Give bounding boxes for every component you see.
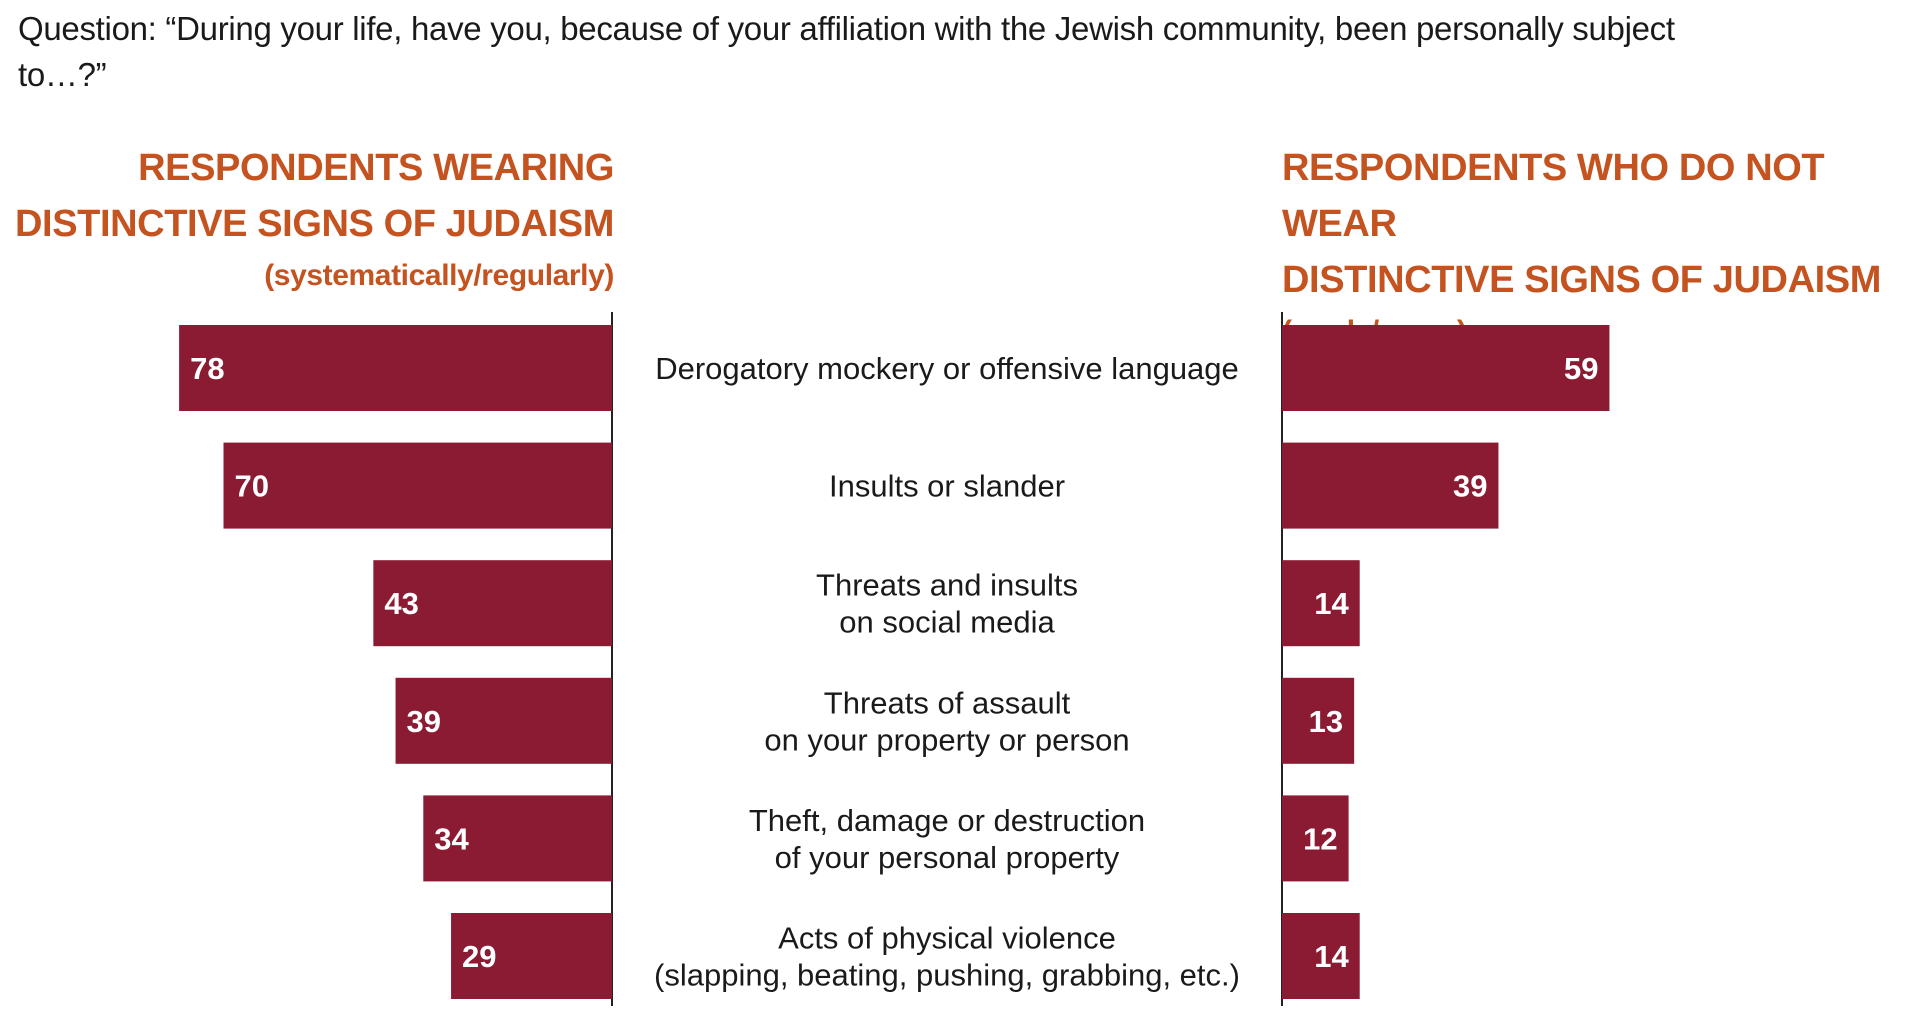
category-label-3-line1: Threats and insults xyxy=(816,568,1078,603)
left-bar-6 xyxy=(451,913,612,999)
right-bar-1 xyxy=(1282,325,1610,411)
right-bar-6 xyxy=(1282,913,1360,999)
right-bar-value-4: 13 xyxy=(1309,704,1343,739)
right-bar-5 xyxy=(1282,795,1349,882)
right-bar-value-3: 14 xyxy=(1314,586,1349,621)
right-bar-value-2: 39 xyxy=(1453,469,1487,504)
question-text: Question: “During your life, have you, b… xyxy=(18,10,1675,93)
left-bar-value-6: 29 xyxy=(462,939,496,974)
left-bar-value-4: 39 xyxy=(407,704,441,739)
category-label-4-line2: on your property or person xyxy=(764,722,1129,757)
category-label-5-line2: of your personal property xyxy=(775,840,1120,875)
left-bar-value-3: 43 xyxy=(384,586,418,621)
left-bar-value-5: 34 xyxy=(434,821,469,856)
category-label-5-line1: Theft, damage or destruction xyxy=(749,803,1145,838)
right-bar-value-6: 14 xyxy=(1314,939,1349,974)
left-bar-4 xyxy=(395,677,612,764)
left-bar-1 xyxy=(179,325,612,411)
category-label-6-line2: (slapping, beating, pushing, grabbing, e… xyxy=(654,958,1240,993)
left-bar-value-2: 70 xyxy=(235,469,269,504)
category-label-2: Insults or slander xyxy=(829,469,1065,504)
left-panel-title-line2: DISTINCTIVE SIGNS OF JUDAISM xyxy=(15,203,614,245)
right-bar-2 xyxy=(1282,442,1499,529)
right-panel-title-line2: DISTINCTIVE SIGNS OF JUDAISM xyxy=(1282,259,1881,301)
left-bar-2 xyxy=(223,442,612,529)
right-bar-value-5: 12 xyxy=(1303,821,1337,856)
left-bar-3 xyxy=(373,560,612,647)
right-bar-4 xyxy=(1282,677,1355,764)
left-panel-subtitle: (systematically/regularly) xyxy=(264,259,614,292)
left-panel-title-line1: RESPONDENTS WEARING xyxy=(138,147,614,189)
right-panel-title-line1: RESPONDENTS WHO DO NOT WEAR xyxy=(1282,147,1825,245)
left-panel-heading: RESPONDENTS WEARING DISTINCTIVE SIGNS OF… xyxy=(0,140,614,298)
left-bar-5 xyxy=(423,795,612,882)
right-bar-3 xyxy=(1282,560,1360,647)
category-label-3-line2: on social media xyxy=(839,605,1055,640)
category-label-6-line1: Acts of physical violence xyxy=(778,921,1116,956)
right-bar-value-1: 59 xyxy=(1564,351,1598,386)
category-label-1: Derogatory mockery or offensive language xyxy=(655,351,1239,386)
category-label-4-line1: Threats of assault xyxy=(824,685,1071,720)
left-bar-value-1: 78 xyxy=(190,351,224,386)
